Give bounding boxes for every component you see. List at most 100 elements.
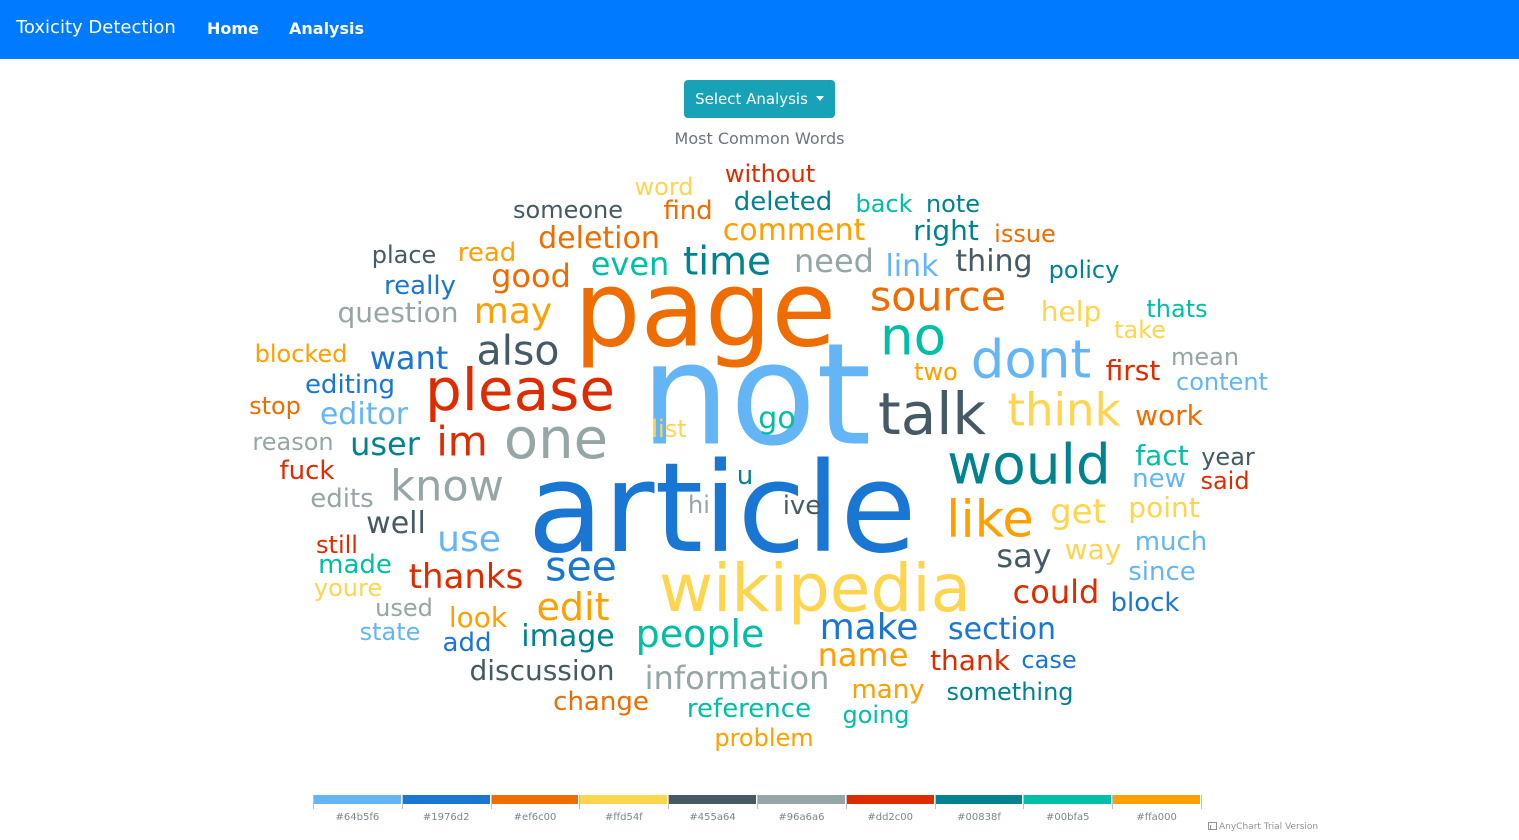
color-range-tick [845, 795, 847, 809]
cloud-word: look [448, 601, 508, 634]
color-range-tick [490, 795, 492, 809]
cloud-word: mean [1170, 343, 1240, 371]
color-range-bar [934, 795, 1023, 804]
cloud-word: think [1007, 383, 1121, 437]
color-range-legend: #64b5f6 #1976d2 #ef6c00 #ffd54f #455a64 #96a6… [313, 795, 1202, 825]
cloud-word: take [1114, 316, 1166, 344]
cloud-word: would [947, 432, 1111, 497]
cloud-word: edits [310, 484, 374, 514]
cloud-word: comment [722, 213, 866, 248]
cloud-word: someone [513, 196, 623, 224]
color-range-bar [490, 795, 579, 804]
cloud-word: want [369, 339, 449, 377]
cloud-word: deletion [538, 221, 660, 256]
color-range-label: #455a64 [689, 812, 736, 823]
cloud-word: need [794, 242, 874, 280]
cloud-word: state [359, 618, 421, 646]
cloud-word: thats [1146, 295, 1208, 323]
cloud-word: also [476, 326, 560, 375]
cloud-word: problem [714, 724, 814, 752]
cloud-word: said [1200, 467, 1250, 495]
cloud-word: since [1128, 557, 1196, 587]
cloud-word: year [1201, 443, 1255, 471]
color-range-swatch: #ffd54f [579, 795, 668, 825]
cloud-word: right [913, 214, 979, 247]
cloud-word: note [925, 190, 981, 218]
color-range-label: #00bfa5 [1046, 812, 1090, 823]
cloud-word: page [573, 248, 837, 371]
cloud-word: time [682, 239, 772, 285]
chart-title: Most Common Words [674, 129, 845, 148]
cloud-word: two [914, 358, 958, 386]
color-range-bar [313, 795, 401, 804]
navbar: Toxicity Detection Home Analysis [0, 0, 1519, 59]
cloud-word: edit [536, 585, 610, 629]
cloud-word: use [437, 519, 501, 560]
cloud-word: well [366, 506, 426, 541]
color-range-tick [1112, 795, 1114, 809]
cloud-word: many [851, 675, 925, 705]
cloud-word: issue [994, 220, 1056, 248]
cloud-word: may [473, 291, 553, 332]
cloud-word: really [384, 271, 456, 301]
color-range-swatch: #1976d2 [401, 795, 491, 825]
cloud-word: talk [878, 380, 986, 448]
cloud-word: section [947, 612, 1057, 647]
color-range-label: #ffd54f [604, 812, 643, 823]
cloud-word: user [350, 425, 420, 463]
color-range-label: #00838f [957, 812, 1001, 823]
cloud-word: source [869, 272, 1007, 321]
cloud-word: ive [782, 491, 822, 521]
cloud-word: dont [970, 329, 1092, 391]
cloud-word: still [316, 531, 358, 559]
color-range-label: #1976d2 [422, 812, 470, 823]
color-range-tick [757, 795, 758, 809]
color-range-bar [668, 795, 756, 804]
color-range-tick [401, 795, 403, 809]
color-range-swatch: #64b5f6 [313, 795, 402, 825]
cloud-word: way [1064, 533, 1122, 566]
cloud-word: much [1134, 527, 1208, 557]
cloud-word: even [590, 245, 670, 283]
cloud-word: article [527, 437, 917, 581]
cloud-word: change [553, 687, 649, 717]
cloud-word: one [503, 407, 609, 472]
color-range-bar [845, 795, 934, 804]
cloud-word: used [375, 594, 433, 622]
color-range-swatch: #00838f [934, 795, 1024, 825]
cloud-word: first [1105, 354, 1161, 387]
cloud-word: youre [313, 574, 383, 602]
cloud-word: deleted [733, 187, 833, 217]
cloud-word: discussion [469, 654, 615, 687]
chart-credits[interactable]: AnyChart Trial Version [1208, 822, 1318, 832]
cloud-word: reason [252, 428, 334, 456]
select-analysis-dropdown[interactable]: Select Analysis [684, 80, 835, 118]
cloud-word: fact [1135, 439, 1189, 472]
cloud-word: editing [304, 370, 396, 400]
brand-link[interactable]: Toxicity Detection [16, 17, 176, 38]
nav-link-analysis[interactable]: Analysis [289, 19, 365, 38]
cloud-word: blocked [254, 340, 348, 368]
credits-text: AnyChart Trial Version [1219, 822, 1319, 832]
color-range-swatch: #ffa000 [1112, 795, 1201, 825]
cloud-word: no [879, 306, 947, 368]
cloud-word: thing [955, 244, 1033, 279]
nav-link-home[interactable]: Home [207, 19, 259, 38]
color-range-swatch: #ef6c00 [490, 795, 580, 825]
cloud-word: people [635, 612, 765, 656]
cloud-word: back [855, 190, 913, 218]
cloud-word: could [1012, 573, 1100, 611]
color-range-bar [1112, 795, 1200, 804]
color-range-tick [934, 795, 936, 809]
cloud-word: work [1135, 399, 1203, 432]
cloud-word: help [1040, 295, 1102, 328]
cloud-word: point [1128, 491, 1200, 524]
color-range-swatch: #455a64 [668, 795, 757, 825]
cloud-word: policy [1048, 256, 1120, 284]
cloud-word: content [1176, 368, 1268, 396]
cloud-word: fuck [279, 456, 335, 486]
cloud-word: say [996, 537, 1052, 575]
cloud-word: stop [249, 392, 301, 420]
cloud-word: information [644, 659, 830, 697]
color-range-label: #64b5f6 [335, 812, 380, 823]
